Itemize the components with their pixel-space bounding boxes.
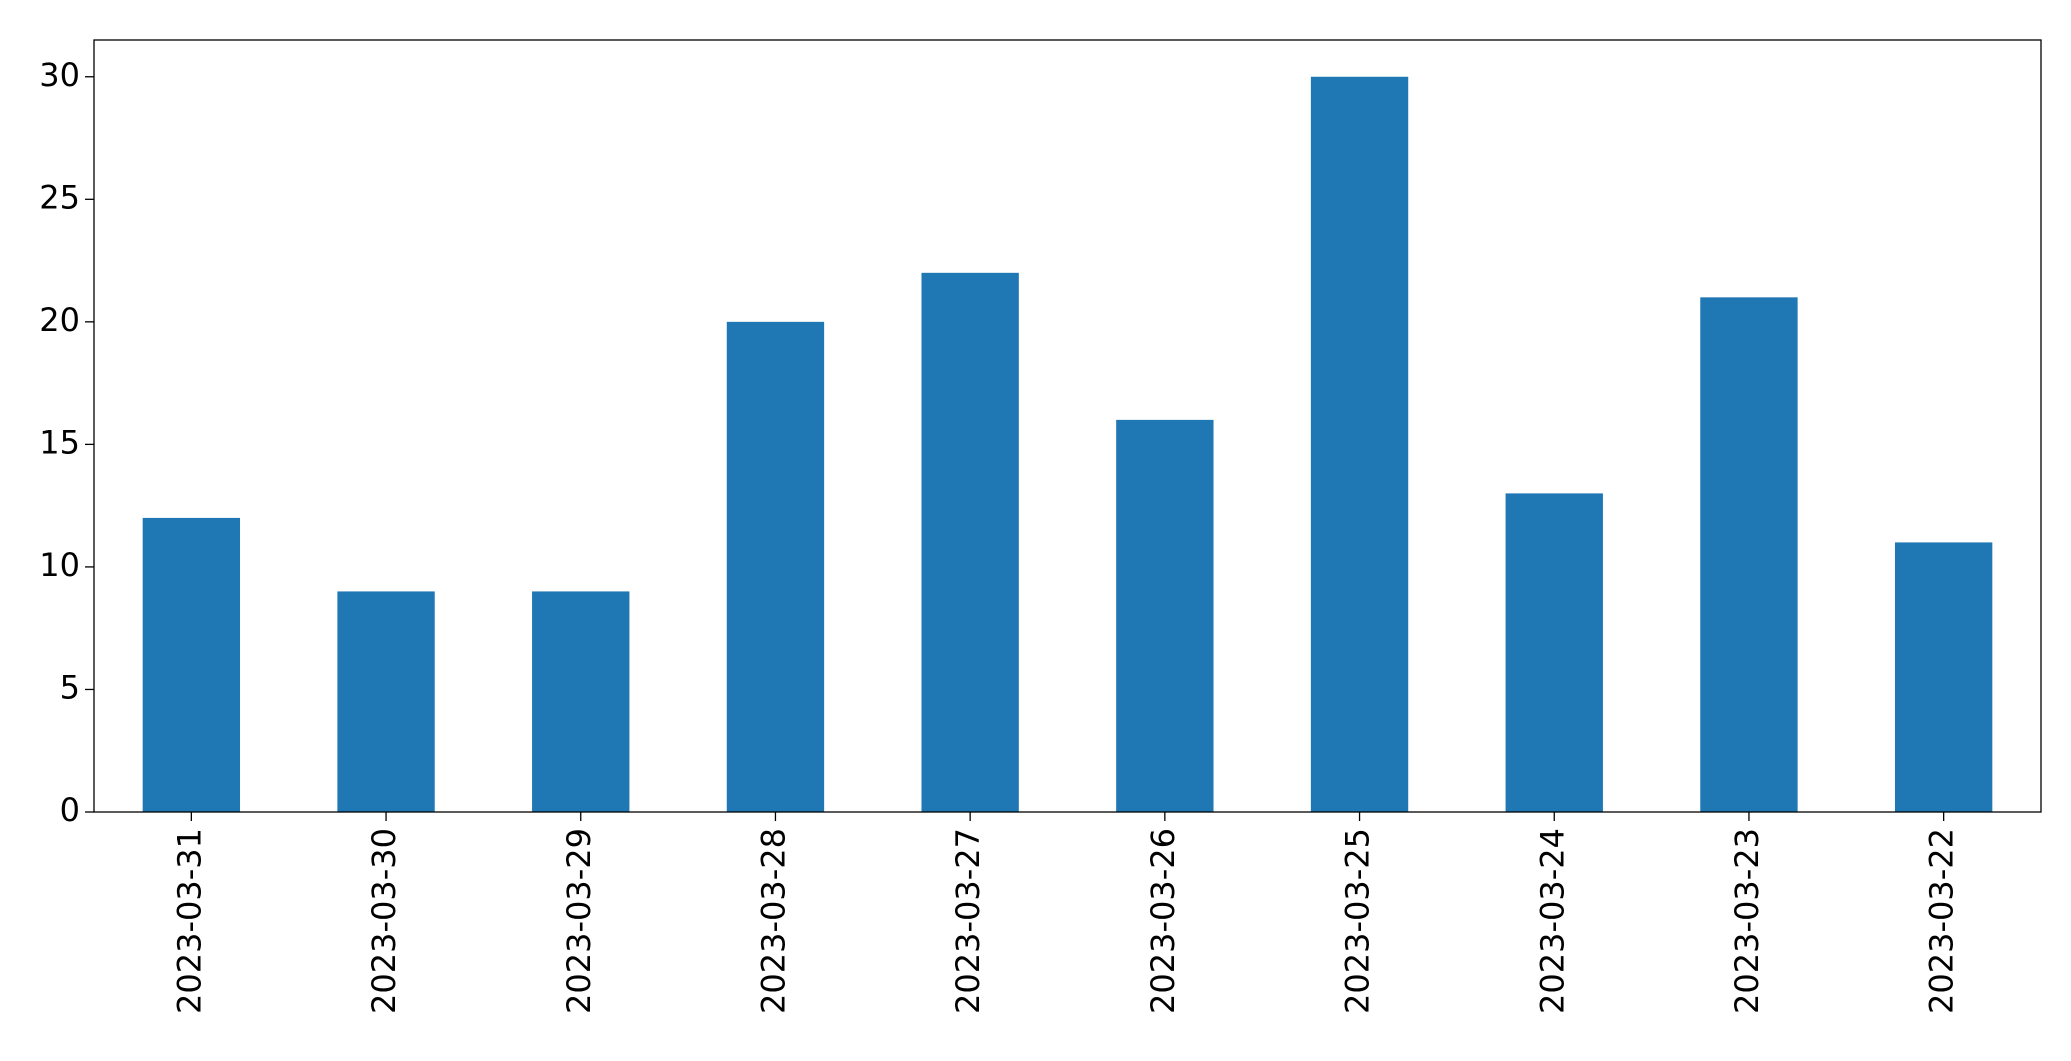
bar bbox=[1310, 76, 1409, 812]
bar bbox=[726, 321, 825, 812]
bar bbox=[142, 517, 241, 812]
bar bbox=[1700, 297, 1798, 812]
x-tick-label: 2023-03-30 bbox=[365, 828, 403, 1014]
x-tick-label: 2023-03-24 bbox=[1533, 828, 1571, 1014]
bar bbox=[1505, 493, 1603, 812]
x-tick-label: 2023-03-28 bbox=[754, 828, 792, 1014]
y-tick-label: 25 bbox=[39, 178, 80, 216]
y-tick-label: 0 bbox=[60, 791, 80, 829]
x-tick-label: 2023-03-26 bbox=[1144, 828, 1182, 1014]
y-tick-label: 30 bbox=[39, 56, 80, 94]
bar bbox=[1116, 419, 1214, 812]
x-tick-label: 2023-03-23 bbox=[1728, 828, 1766, 1014]
y-tick-label: 15 bbox=[39, 423, 80, 461]
bar bbox=[921, 272, 1019, 812]
bar bbox=[532, 591, 630, 812]
x-tick-label: 2023-03-22 bbox=[1923, 828, 1961, 1014]
bar bbox=[337, 591, 435, 812]
x-tick-label: 2023-03-27 bbox=[949, 828, 987, 1014]
x-tick-label: 2023-03-29 bbox=[560, 828, 598, 1014]
bar bbox=[1894, 542, 1993, 812]
y-tick-label: 5 bbox=[60, 668, 80, 706]
x-tick-label: 2023-03-31 bbox=[170, 828, 208, 1014]
y-tick-label: 10 bbox=[39, 546, 80, 584]
x-tick-label: 2023-03-25 bbox=[1339, 828, 1377, 1014]
axes-frame bbox=[93, 39, 2042, 813]
y-tick-label: 20 bbox=[39, 301, 80, 339]
